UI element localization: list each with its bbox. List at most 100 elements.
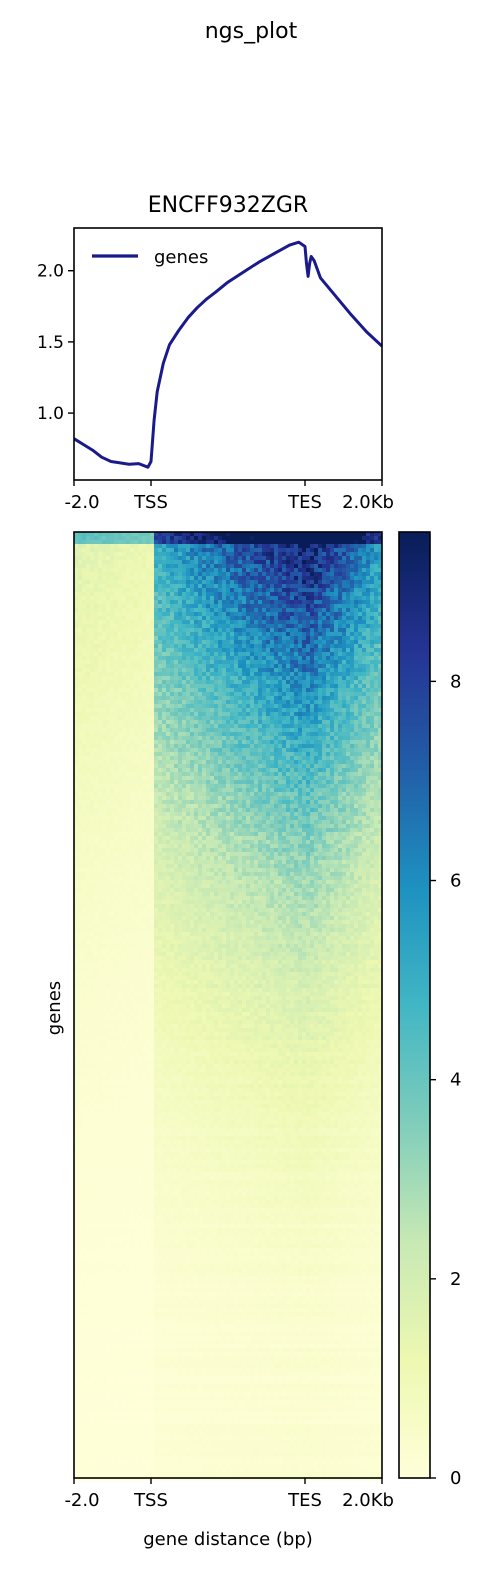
heatmap-cell bbox=[194, 608, 199, 613]
profile-legend: genes bbox=[92, 247, 208, 268]
heatmap-cell bbox=[250, 536, 255, 541]
heatmap-cell bbox=[254, 708, 259, 713]
heatmap-cell bbox=[206, 564, 211, 569]
heatmap-cell bbox=[330, 576, 335, 581]
heatmap-cell bbox=[366, 604, 371, 609]
heatmap-cell bbox=[366, 544, 371, 549]
heatmap-cell bbox=[202, 640, 207, 645]
heatmap-cell bbox=[222, 580, 227, 585]
heatmap-cell bbox=[322, 768, 327, 773]
heatmap-cell bbox=[86, 740, 91, 745]
heatmap-cell bbox=[158, 596, 163, 601]
heatmap-cell bbox=[258, 540, 263, 545]
heatmap-cell bbox=[138, 716, 143, 721]
heatmap-cell bbox=[210, 764, 215, 769]
heatmap-cell bbox=[134, 720, 139, 725]
heatmap-cell bbox=[198, 692, 203, 697]
heatmap-cell bbox=[182, 532, 187, 537]
heatmap-cell bbox=[134, 668, 139, 673]
heatmap-cell bbox=[198, 788, 203, 793]
heatmap-cell bbox=[346, 748, 351, 753]
heatmap-cell bbox=[246, 676, 251, 681]
heatmap-cell bbox=[170, 672, 175, 677]
heatmap-cell bbox=[338, 740, 343, 745]
heatmap-cell bbox=[266, 572, 271, 577]
heatmap-cell bbox=[178, 776, 183, 781]
heatmap-cell bbox=[354, 688, 359, 693]
heatmap-cell bbox=[362, 632, 367, 637]
heatmap-cell bbox=[238, 576, 243, 581]
heatmap-cell bbox=[178, 716, 183, 721]
heatmap-cell bbox=[218, 580, 223, 585]
heatmap-cell bbox=[238, 724, 243, 729]
heatmap-cell bbox=[226, 624, 231, 629]
heatmap-cell bbox=[358, 552, 363, 557]
heatmap-cell bbox=[138, 644, 143, 649]
heatmap-cell bbox=[282, 720, 287, 725]
heatmap-cell bbox=[166, 664, 171, 669]
heatmap-cell bbox=[322, 652, 327, 657]
heatmap-cell bbox=[150, 532, 155, 537]
heatmap-cell bbox=[286, 548, 291, 553]
heatmap-cell bbox=[278, 564, 283, 569]
heatmap-cell bbox=[178, 724, 183, 729]
heatmap-cell bbox=[362, 536, 367, 541]
heatmap-cell bbox=[206, 644, 211, 649]
heatmap-cell bbox=[90, 660, 95, 665]
heatmap-cell bbox=[362, 764, 367, 769]
heatmap-cell bbox=[206, 728, 211, 733]
heatmap-cell bbox=[154, 624, 159, 629]
heatmap-cell bbox=[166, 672, 171, 677]
heatmap-cell bbox=[282, 544, 287, 549]
heatmap-cell bbox=[170, 720, 175, 725]
heatmap-cell bbox=[274, 716, 279, 721]
heatmap-cell bbox=[150, 624, 155, 629]
heatmap-cell bbox=[202, 580, 207, 585]
heatmap-cell bbox=[374, 736, 379, 741]
heatmap-cell bbox=[122, 560, 127, 565]
heatmap-cell bbox=[146, 780, 151, 785]
heatmap-cell bbox=[138, 708, 143, 713]
heatmap-cell bbox=[194, 620, 199, 625]
heatmap-cell bbox=[190, 728, 195, 733]
heatmap-cell bbox=[294, 664, 299, 669]
heatmap-cell bbox=[286, 768, 291, 773]
heatmap-cell bbox=[374, 744, 379, 749]
heatmap-cell bbox=[314, 688, 319, 693]
heatmap-cell bbox=[74, 564, 79, 569]
heatmap-cell bbox=[278, 572, 283, 577]
heatmap-cell bbox=[110, 700, 115, 705]
heatmap-cell bbox=[258, 544, 263, 549]
heatmap-cell bbox=[182, 656, 187, 661]
heatmap-cell bbox=[126, 608, 131, 613]
heatmap-cell bbox=[246, 640, 251, 645]
heatmap-cell bbox=[366, 644, 371, 649]
heatmap-cell bbox=[338, 628, 343, 633]
heatmap-cell bbox=[186, 620, 191, 625]
heatmap-cell bbox=[102, 732, 107, 737]
heatmap-cell bbox=[138, 740, 143, 745]
heatmap-cell bbox=[334, 560, 339, 565]
heatmap-cell bbox=[158, 676, 163, 681]
heatmap-cell bbox=[202, 780, 207, 785]
heatmap-cell bbox=[158, 580, 163, 585]
heatmap-cell bbox=[378, 700, 383, 705]
heatmap-cell bbox=[278, 568, 283, 573]
heatmap-cell bbox=[270, 536, 275, 541]
heatmap-cell bbox=[250, 656, 255, 661]
heatmap-cell bbox=[274, 784, 279, 789]
heatmap-cell bbox=[130, 544, 135, 549]
legend-label-genes: genes bbox=[154, 247, 208, 268]
heatmap-cell bbox=[158, 588, 163, 593]
heatmap-cell bbox=[154, 536, 159, 541]
heatmap-cell bbox=[130, 744, 135, 749]
heatmap-cell bbox=[202, 712, 207, 717]
heatmap-cell bbox=[302, 636, 307, 641]
heatmap-cell bbox=[158, 560, 163, 565]
heatmap-cell bbox=[362, 724, 367, 729]
heatmap-cell bbox=[270, 748, 275, 753]
heatmap-cell bbox=[138, 760, 143, 765]
heatmap-cell bbox=[362, 568, 367, 573]
heatmap-cell bbox=[338, 684, 343, 689]
heatmap-cell bbox=[122, 640, 127, 645]
